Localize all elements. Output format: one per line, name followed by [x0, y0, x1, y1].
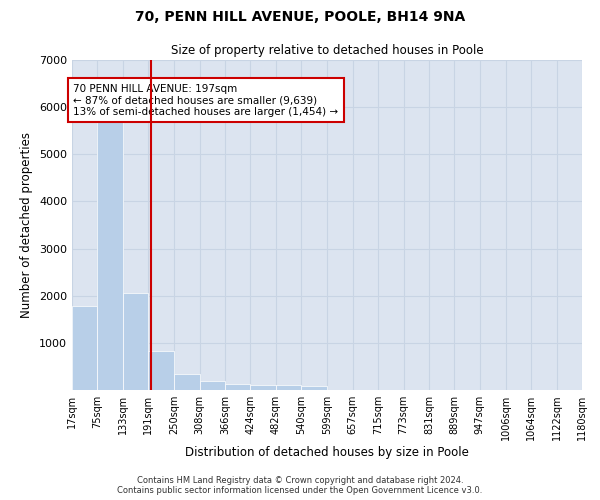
Text: 70 PENN HILL AVENUE: 197sqm
← 87% of detached houses are smaller (9,639)
13% of : 70 PENN HILL AVENUE: 197sqm ← 87% of det… [73, 84, 338, 117]
Title: Size of property relative to detached houses in Poole: Size of property relative to detached ho… [170, 44, 484, 58]
Y-axis label: Number of detached properties: Number of detached properties [20, 132, 34, 318]
Bar [276, 386, 301, 390]
Bar [174, 374, 200, 390]
Text: 70, PENN HILL AVENUE, POOLE, BH14 9NA: 70, PENN HILL AVENUE, POOLE, BH14 9NA [135, 10, 465, 24]
Bar [200, 380, 225, 390]
Text: Contains HM Land Registry data © Crown copyright and database right 2024.
Contai: Contains HM Land Registry data © Crown c… [118, 476, 482, 495]
Bar [72, 306, 97, 390]
Bar [148, 352, 174, 390]
Bar [301, 386, 327, 390]
Bar [250, 385, 276, 390]
Bar [97, 118, 123, 390]
Bar [123, 293, 148, 390]
X-axis label: Distribution of detached houses by size in Poole: Distribution of detached houses by size … [185, 446, 469, 459]
Bar [225, 384, 250, 390]
